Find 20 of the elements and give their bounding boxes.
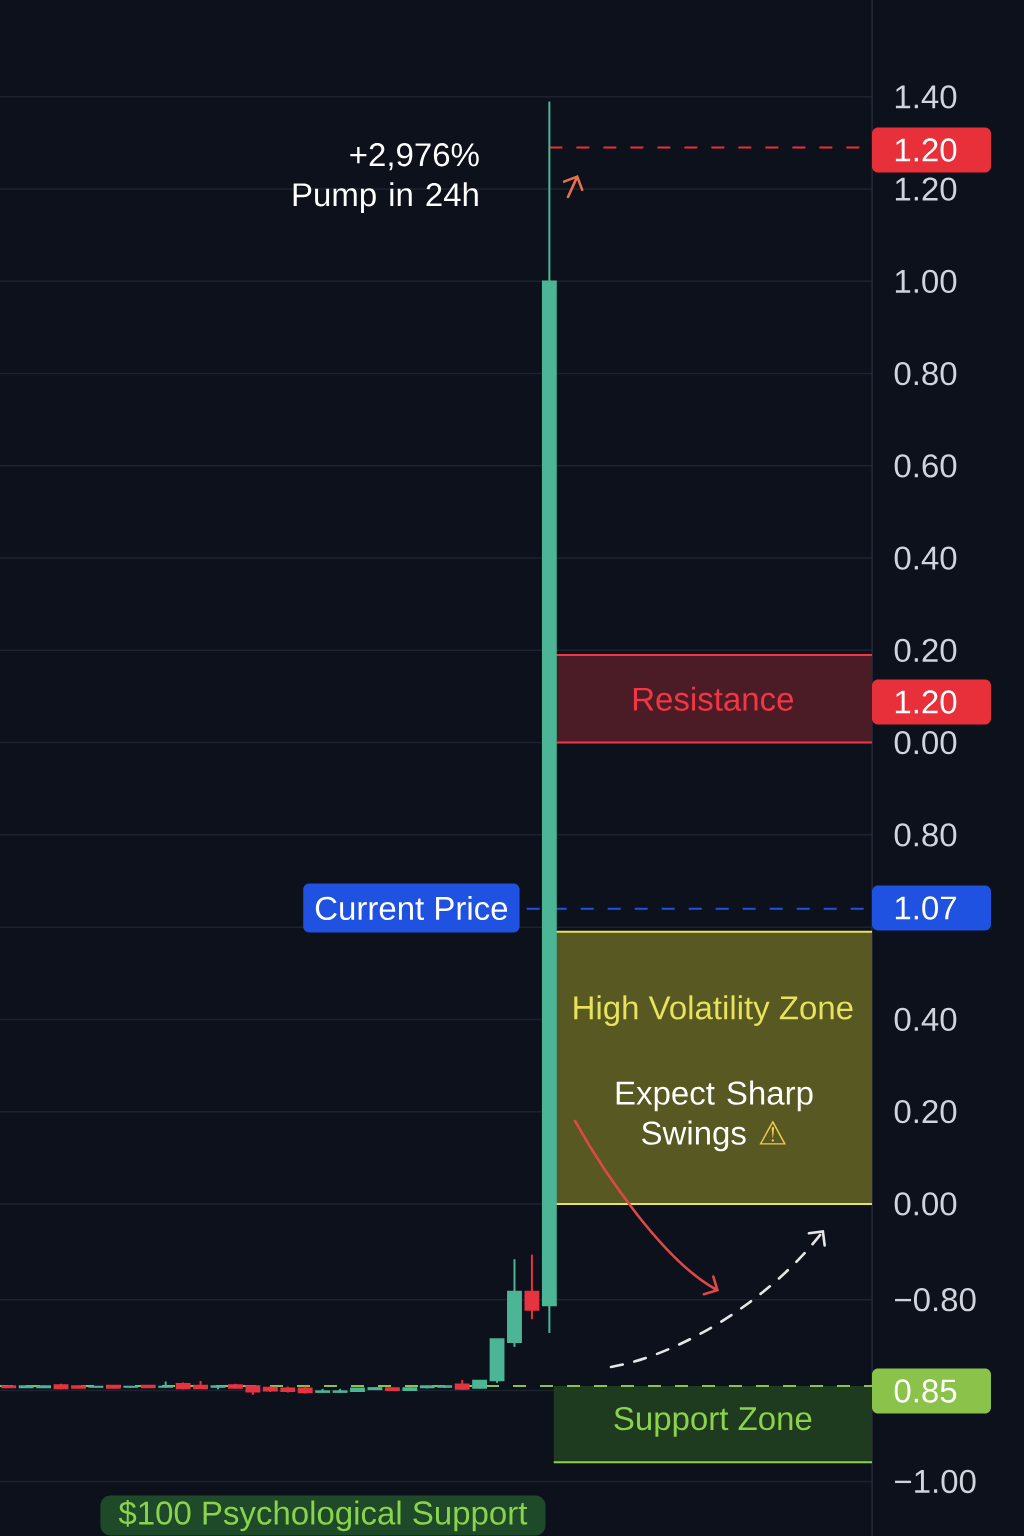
band-label: Support Zone	[614, 1406, 812, 1437]
text: 1.07	[895, 896, 956, 920]
band-label: High Volatility Zone	[574, 995, 853, 1027]
y-tick-label: 0.40	[894, 546, 957, 570]
y-tick-label: 0.80	[894, 361, 957, 386]
y-tick-label: 1.40	[895, 85, 957, 109]
annotation: $100 Psychological Support	[118, 1499, 528, 1532]
annotation: +2,976% Pump in 24h	[293, 143, 479, 213]
text: 0.85	[894, 1379, 957, 1403]
y-tick-label: 0.00	[894, 730, 957, 755]
y-tick-label: 0.60	[894, 454, 957, 478]
candlestick	[524, 1253, 540, 1321]
y-tick-label: 1.20	[895, 177, 957, 201]
annotation: Expect Sharp Swings ⚠	[616, 1080, 813, 1152]
y3-tick-label: −0.80	[895, 1287, 976, 1312]
y-tick-label: 1.00	[895, 269, 957, 294]
y3-tick-label: −1.00	[895, 1469, 976, 1494]
annotation: Current Price	[315, 895, 508, 921]
y-tick-label: 0.20	[894, 638, 957, 663]
band-label: Resistance	[633, 686, 793, 711]
